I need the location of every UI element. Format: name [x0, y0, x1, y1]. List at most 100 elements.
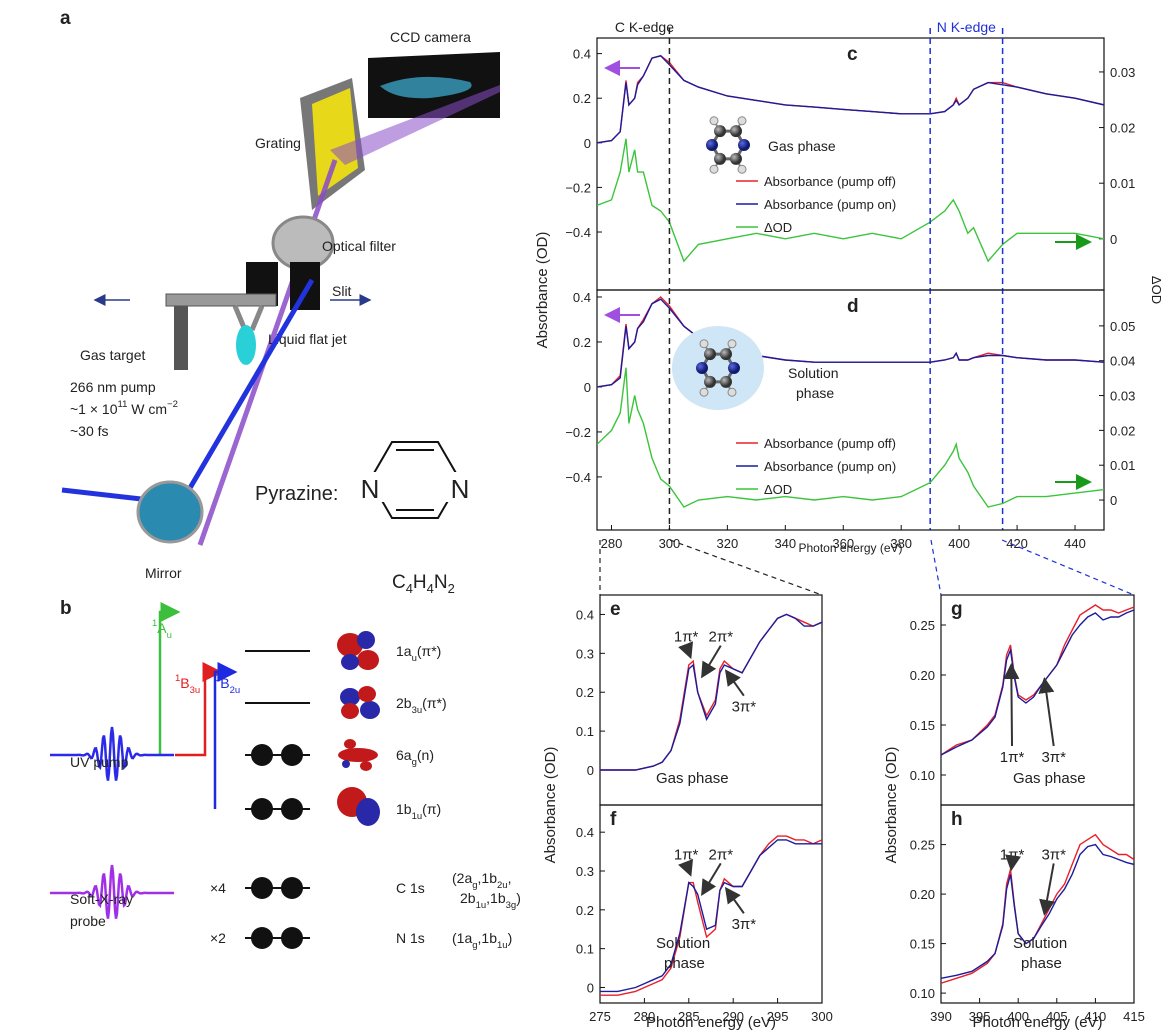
text-part: −2 [167, 399, 178, 410]
mirror [138, 482, 202, 542]
text-part: ) [516, 890, 521, 906]
annotation-arrow [686, 863, 690, 875]
text-part: 2b [460, 890, 476, 906]
text-part: C [392, 572, 406, 593]
orbital-label: 1au(π*) [396, 643, 441, 664]
y2-tick-label: 0.03 [1110, 389, 1135, 404]
annotation-arrow [1044, 679, 1053, 746]
phase-label: Gas phase [656, 770, 729, 787]
text-part: (1a [452, 930, 472, 946]
y-tick-label: 0.2 [576, 685, 594, 700]
y-tick-label: 0.3 [576, 864, 594, 879]
y2-tick-label: 0.05 [1110, 319, 1135, 334]
h-atom [728, 388, 736, 396]
y-tick-label: 0.25 [910, 618, 935, 633]
x-tick-label: 275 [589, 1009, 611, 1024]
text-part: 2b [396, 695, 412, 711]
page: a CCD camera Grating Optical filter Slit… [0, 0, 1167, 1032]
x-tick-label: 300 [811, 1009, 833, 1024]
text-part: ,1b [486, 890, 506, 906]
y-tick-label: −0.4 [565, 470, 591, 485]
y-tick-label: 0.1 [576, 724, 594, 739]
x-tick-label: 340 [774, 536, 796, 551]
orbital-label: 2b3u(π*) [396, 695, 447, 716]
y2-tick-label: 0 [1110, 493, 1117, 508]
series-line [941, 605, 1134, 755]
text-part: 4 [427, 581, 434, 596]
legend-label: Absorbance (pump on) [764, 197, 896, 212]
text-part: H [413, 572, 427, 593]
text-part: 3u [412, 705, 423, 716]
state-label: 1B2u [215, 673, 240, 696]
text-part: 6a [396, 747, 412, 763]
panel-label: e [610, 599, 621, 620]
text-part: ~1 × 10 [70, 401, 118, 417]
text-part: 3g [506, 900, 517, 911]
plot-frame [600, 805, 822, 1003]
text-part: (π*) [417, 643, 441, 659]
n-atom [738, 139, 750, 151]
figure: a CCD camera Grating Optical filter Slit… [0, 0, 1167, 1032]
y-tick-label: −0.2 [565, 180, 591, 195]
annotation: 1π* [674, 629, 699, 646]
y-tick-label: −0.2 [565, 425, 591, 440]
n-atom [696, 362, 708, 374]
y-tick-label: 0.2 [576, 903, 594, 918]
mirror-label: Mirror [145, 565, 182, 581]
zoom-guide [931, 540, 941, 595]
c-atom [720, 348, 732, 360]
gas-target-label: Gas target [80, 347, 145, 363]
solvent [672, 326, 764, 410]
text-part: ,1b [478, 930, 498, 946]
slit-label: Slit [332, 283, 352, 299]
annotation: 2π* [709, 846, 734, 863]
pump-label: 266 nm pump [70, 379, 156, 395]
h-atom [710, 117, 718, 125]
x-tick-label: 320 [717, 536, 739, 551]
series-line [941, 610, 1134, 755]
y-tick-label: 0.3 [576, 646, 594, 661]
panel-label: h [951, 809, 963, 830]
legend-label: ΔOD [764, 482, 792, 497]
multiplicity: ×4 [210, 880, 226, 896]
y2-tick-label: 0.04 [1110, 354, 1135, 369]
annotation: 2π* [709, 629, 734, 646]
x-axis-label: Photon energy (eV) [646, 1014, 776, 1031]
text-part: 1u [497, 940, 508, 951]
pump-beam [62, 490, 150, 500]
setup-diagram: a CCD camera Grating Optical filter Slit… [60, 8, 500, 596]
y-tick-label: 0.2 [573, 335, 591, 350]
atom: N [451, 474, 470, 504]
y2-tick-label: 0.02 [1110, 121, 1135, 136]
slit-right [290, 262, 320, 310]
phase-label: Solution [656, 935, 710, 952]
y-tick-label: 0.10 [910, 986, 935, 1001]
gas-target [174, 306, 188, 370]
x-axis-label: Photon energy (eV) [972, 1014, 1102, 1031]
text-part: 1u [412, 811, 423, 822]
y-axis-label: Absorbance (OD) [883, 747, 900, 864]
y2-tick-label: 0.01 [1110, 176, 1135, 191]
text-part: ,1b [478, 870, 498, 886]
annotation-arrow [1011, 863, 1012, 869]
y-tick-label: −0.4 [565, 225, 591, 240]
y-tick-label: 0.20 [910, 668, 935, 683]
h-atom [700, 388, 708, 396]
n-atom [706, 139, 718, 151]
atom: N [361, 474, 380, 504]
panel-label: g [951, 599, 963, 620]
y-tick-label: 0.4 [576, 825, 594, 840]
x-tick-label: 300 [659, 536, 681, 551]
phase-label: Solution [788, 365, 839, 381]
legend-label: Absorbance (pump on) [764, 459, 896, 474]
liquid-jet [236, 325, 256, 365]
y-axis-label: Absorbance (OD) [542, 747, 559, 864]
text-part: B [220, 675, 229, 691]
x-axis-label: Photon energy (eV) [798, 541, 902, 555]
y-tick-label: 0.1 [576, 942, 594, 957]
core-label: C 1s [396, 880, 425, 896]
annotation-arrow [702, 646, 721, 677]
phase-label: Gas phase [768, 138, 836, 154]
text-part: , [508, 870, 512, 886]
phase-label: phase [664, 955, 705, 972]
